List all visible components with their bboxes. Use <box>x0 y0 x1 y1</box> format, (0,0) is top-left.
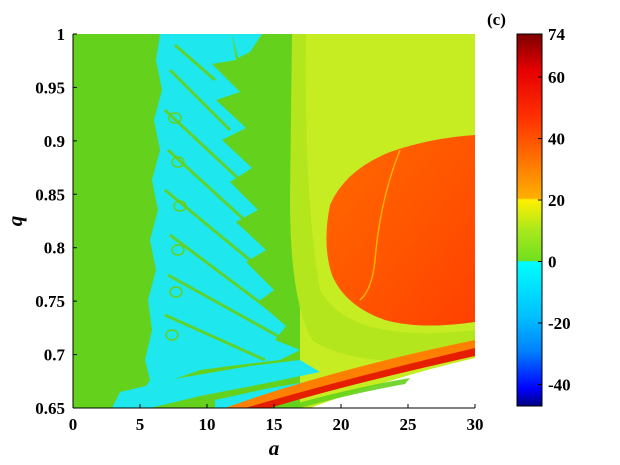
colorbar-tick-label: -20 <box>548 314 571 333</box>
panel-label: (c) <box>487 10 506 29</box>
colorbar-tick-label: 0 <box>548 253 557 272</box>
x-tick-label: 20 <box>333 415 350 434</box>
colorbar-ticks: -40 -20 0 20 40 60 74 <box>538 25 571 394</box>
x-tick-label: 15 <box>266 415 283 434</box>
ripple-rings <box>165 112 187 341</box>
heatmap-plot-area <box>73 34 475 408</box>
colorbar-mid-segment <box>517 200 542 262</box>
y-axis-label: q <box>3 216 27 227</box>
colorbar-high-segment <box>517 34 542 201</box>
colorbar-tick-label: -40 <box>548 375 571 394</box>
lime-band <box>290 34 475 361</box>
x-ticks: 0 5 10 15 20 25 30 <box>69 404 484 434</box>
colorbar-tick-label: 60 <box>548 68 565 87</box>
y-tick-label: 0.7 <box>44 346 66 365</box>
lower-green-speckles <box>280 378 410 408</box>
x-tick-label: 25 <box>400 415 417 434</box>
y-tick-label: 1 <box>57 25 66 44</box>
y-tick-label: 0.95 <box>35 78 65 97</box>
y-tick-label: 0.85 <box>35 185 65 204</box>
colorbar-tick-label: 40 <box>548 130 565 149</box>
x-axis-label: a <box>269 436 280 460</box>
colorbar: -40 -20 0 20 40 60 74 <box>516 25 571 407</box>
bottom-orange-stripe <box>225 340 475 408</box>
x-tick-label: 0 <box>69 415 78 434</box>
y-ticks: 0.65 0.7 0.75 0.8 0.85 0.9 0.95 1 <box>35 25 77 418</box>
x-tick-label: 10 <box>199 415 216 434</box>
bottom-red-stripe <box>245 348 475 408</box>
y-tick-label: 0.75 <box>35 292 65 311</box>
x-tick-label: 5 <box>136 415 145 434</box>
y-tick-label: 0.8 <box>44 239 65 258</box>
green-streaks <box>163 43 286 362</box>
colorbar-tick-label: 20 <box>548 191 565 210</box>
colorbar-low-segment <box>517 261 542 406</box>
y-tick-label: 0.65 <box>35 399 65 418</box>
orange-lobe-region <box>326 135 475 326</box>
y-tick-label: 0.9 <box>44 132 65 151</box>
x-tick-label: 30 <box>467 415 484 434</box>
colorbar-tick-label: 74 <box>548 25 566 44</box>
colorbar-frame <box>516 33 543 407</box>
plot-axes: 0 5 10 15 20 25 30 0.650.70.750.80.850.90.951 … <box>3 25 484 460</box>
lobe-inner-curve <box>359 149 401 301</box>
